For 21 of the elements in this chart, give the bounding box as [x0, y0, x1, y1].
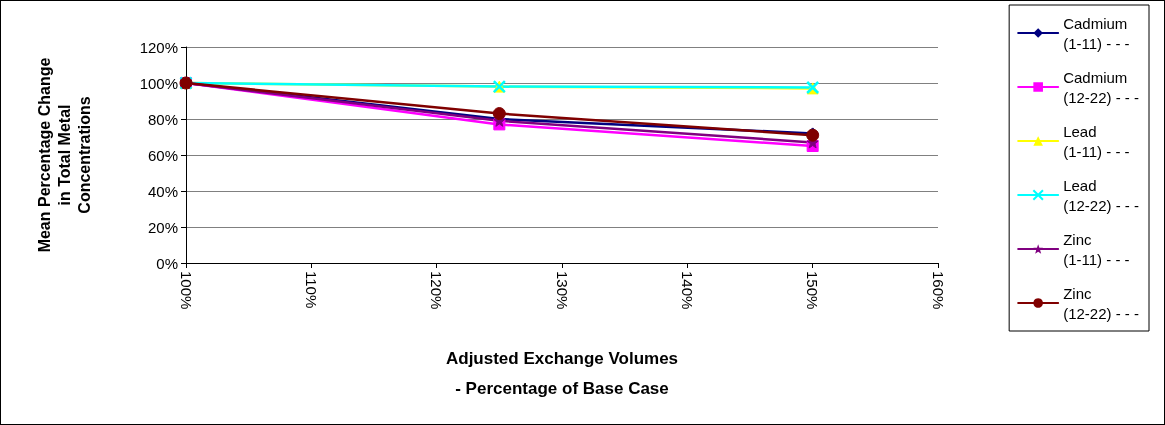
x-tick-label: 120% [428, 271, 446, 310]
x-axis-title: Adjusted Exchange Volumes - Percentage of Base Case [445, 348, 679, 398]
legend-label: Lead (12-22) - - - [1063, 176, 1139, 214]
x-tick-label: 160% [929, 271, 947, 310]
x-tick-label: 140% [678, 271, 696, 310]
x-tick-label: 150% [804, 271, 822, 310]
y-tick-label: 0% [156, 254, 178, 272]
legend-label: Cadmium (12-22) - - - [1063, 68, 1139, 106]
y-tick-label: 120% [139, 38, 178, 56]
y-tick-label: 60% [147, 146, 178, 164]
legend-label: Zinc (12-22) - - - [1063, 284, 1139, 322]
y-tick-label: 20% [147, 218, 178, 236]
legend-label: Lead (1-11) - - - [1063, 122, 1130, 160]
x-tick-label: 130% [553, 271, 571, 310]
y-axis-title: Mean Percentage Change in Total Metal Concentrations [35, 57, 93, 253]
y-tick-label: 80% [147, 110, 178, 128]
legend-label: Zinc (1-11) - - - [1063, 230, 1130, 268]
y-tick-label: 40% [147, 182, 178, 200]
y-tick-label: 100% [139, 74, 178, 92]
legend-label: Cadmium (1-11) - - - [1063, 14, 1130, 52]
x-tick-label: 110% [302, 271, 320, 309]
